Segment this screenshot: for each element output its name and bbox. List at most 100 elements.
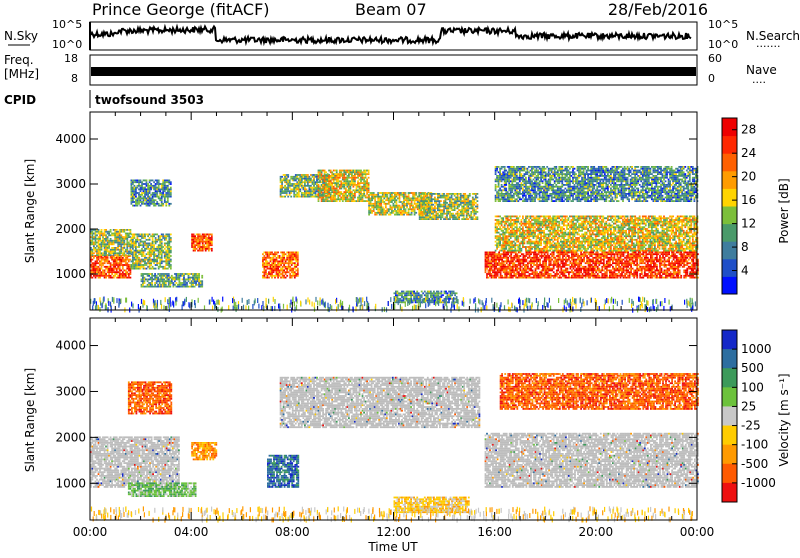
velocity-xtick-label-2: 08:00: [275, 525, 310, 539]
cpid-value: twofsound 3503: [95, 93, 204, 107]
power-band-4: [141, 273, 204, 287]
velocity-ytick-label-0: 1000: [55, 476, 86, 490]
freq-label: Freq.: [4, 53, 34, 67]
freq-unit-label: [MHz]: [4, 67, 39, 81]
velocity-colorbar-seg-8: [722, 483, 737, 503]
nsky-label: N.Sky: [4, 29, 38, 43]
velocity-heatmap: [90, 373, 699, 523]
velocity-colorbar-label-0: 1000: [741, 342, 772, 356]
velocity-colorbar-label-5: -100: [741, 438, 768, 452]
velocity-xtick-label-1: 04:00: [174, 525, 209, 539]
power-band-5: [191, 234, 213, 252]
velocity-band-5: [128, 381, 172, 414]
velocity-band-8: [500, 373, 699, 410]
velocity-band-7: [485, 433, 699, 488]
velocity-ytick-label-2: 3000: [55, 384, 86, 398]
power-colorbar-label-4: 20: [741, 170, 756, 184]
power-colorbar-label-1: 8: [741, 240, 749, 254]
power-band-6: [262, 252, 299, 279]
power-colorbar-label-2: 12: [741, 217, 756, 231]
power-heatmap: [90, 166, 699, 313]
velocity-band-1: [128, 482, 197, 497]
power-ytick-label-2: 3000: [55, 177, 86, 191]
nave-tick-low: 0: [708, 72, 715, 85]
power-colorbar-seg-3: [722, 224, 737, 242]
velocity-colorbar-seg-6: [722, 445, 737, 465]
power-ylabel: Slant Range [km]: [23, 159, 37, 263]
date-title: 28/Feb/2016: [608, 0, 708, 19]
nave-dots: ····: [752, 76, 766, 89]
velocity-colorbar-label: Velocity [m s⁻¹]: [777, 373, 791, 466]
power-colorbar-label: Power [dB]: [777, 178, 791, 243]
freq-band: [91, 67, 696, 76]
velocity-colorbar-seg-1: [722, 349, 737, 369]
nsky-line: [91, 27, 691, 44]
nave-label: Nave: [746, 63, 777, 77]
power-band-12: [485, 252, 699, 279]
power-colorbar-seg-0: [722, 276, 737, 294]
cpid-label: CPID: [4, 93, 36, 107]
velocity-colorbar-label-2: 100: [741, 380, 764, 394]
power-colorbar-label-6: 28: [741, 123, 756, 137]
power-panel: 1000 2000 3000 4000: [55, 112, 698, 313]
velocity-colorbar-label-7: -1000: [741, 476, 776, 490]
velocity-ylabel: Slant Range [km]: [23, 368, 37, 472]
velocity-colorbar-label-4: -25: [741, 419, 761, 433]
velocity-xtick-label-3: 12:00: [376, 525, 411, 539]
nsearch-dots: ·······: [756, 40, 780, 53]
power-band-3: [131, 180, 172, 207]
velocity-colorbar-label-1: 500: [741, 361, 764, 375]
velocity-band-4: [280, 377, 481, 428]
power-band-0: [90, 255, 131, 278]
velocity-band-2: [191, 442, 217, 460]
power-band-8: [318, 170, 370, 202]
power-ytick-label-0: 1000: [55, 267, 86, 281]
nsky-tick-low-left: 10^0: [52, 38, 82, 51]
velocity-colorbar-seg-4: [722, 406, 737, 426]
power-band-2: [131, 234, 172, 270]
power-colorbar-seg-8: [722, 136, 737, 154]
power-colorbar-seg-1: [722, 259, 737, 277]
power-band-14: [495, 166, 699, 202]
power-colorbar-label-5: 24: [741, 146, 756, 160]
nsky-tick-low-right: 10^0: [708, 38, 738, 51]
velocity-colorbar-label-6: -500: [741, 457, 768, 471]
velocity-band-0: [90, 436, 180, 487]
velocity-colorbar-seg-0: [722, 330, 737, 350]
power-ytick-label-1: 2000: [55, 222, 86, 236]
freq-tick-low: 8: [71, 72, 78, 85]
velocity-band-3: [267, 455, 299, 488]
velocity-colorbar-seg-7: [722, 464, 737, 484]
time-axis-label: Time UT: [367, 540, 418, 554]
nsky-strip: [90, 22, 697, 50]
power-band-1: [90, 229, 131, 256]
power-colorbar-label-0: 4: [741, 264, 749, 278]
power-colorbar-seg-2: [722, 241, 737, 259]
nsky-tick-high-left: 10^5: [52, 18, 82, 31]
power-colorbar-seg-9: [722, 118, 737, 136]
nsky-tick-high-right: 10^5: [708, 18, 738, 31]
power-colorbar-seg-5: [722, 188, 737, 206]
power-colorbar: 4 8 12 16 20 24 28: [722, 118, 756, 295]
power-band-13: [495, 216, 699, 252]
velocity-colorbar-label-3: 25: [741, 399, 756, 413]
velocity-ytick-label-3: 4000: [55, 339, 86, 353]
velocity-colorbar-seg-3: [722, 387, 737, 407]
power-colorbar-label-3: 16: [741, 193, 756, 207]
freq-tick-high: 18: [64, 52, 78, 65]
freq-strip: [90, 55, 697, 85]
power-ytick-label-3: 4000: [55, 132, 86, 146]
velocity-xtick-label-6: 00:00: [680, 525, 715, 539]
power-colorbar-seg-7: [722, 153, 737, 171]
velocity-colorbar-seg-5: [722, 426, 737, 446]
power-colorbar-seg-6: [722, 171, 737, 189]
velocity-colorbar-seg-2: [722, 368, 737, 388]
beam-title: Beam 07: [355, 0, 427, 19]
station-title: Prince George (fitACF): [92, 0, 270, 19]
velocity-colorbar: 1000 500 100 25 -25 -100 -500 -1000: [722, 330, 776, 503]
velocity-ytick-label-1: 2000: [55, 430, 86, 444]
power-colorbar-seg-4: [722, 206, 737, 224]
velocity-xtick-label-0: 00:00: [73, 525, 108, 539]
velocity-xtick-label-4: 16:00: [477, 525, 512, 539]
